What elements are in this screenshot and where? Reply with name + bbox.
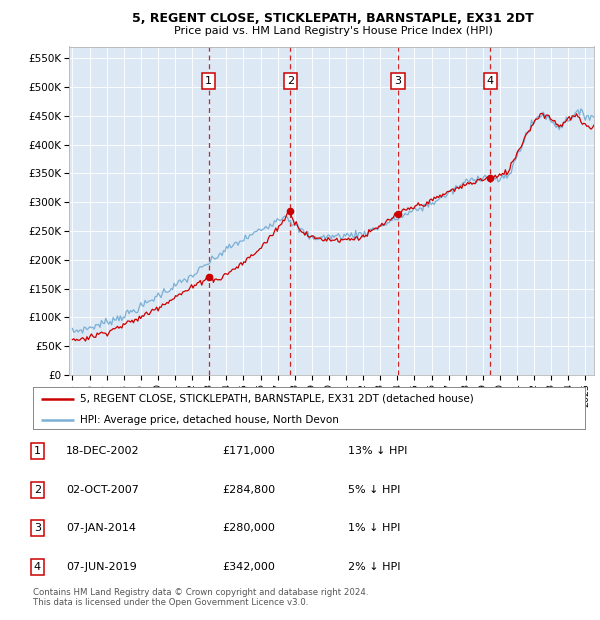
Text: 5% ↓ HPI: 5% ↓ HPI	[348, 485, 400, 495]
Text: £342,000: £342,000	[222, 562, 275, 572]
Text: 07-JUN-2019: 07-JUN-2019	[66, 562, 137, 572]
Text: 2% ↓ HPI: 2% ↓ HPI	[348, 562, 401, 572]
Text: 07-JAN-2014: 07-JAN-2014	[66, 523, 136, 533]
Text: 13% ↓ HPI: 13% ↓ HPI	[348, 446, 407, 456]
Text: £280,000: £280,000	[222, 523, 275, 533]
Text: £284,800: £284,800	[222, 485, 275, 495]
Text: 5, REGENT CLOSE, STICKLEPATH, BARNSTAPLE, EX31 2DT (detached house): 5, REGENT CLOSE, STICKLEPATH, BARNSTAPLE…	[80, 394, 473, 404]
Text: 1% ↓ HPI: 1% ↓ HPI	[348, 523, 400, 533]
Text: 4: 4	[34, 562, 41, 572]
Text: 02-OCT-2007: 02-OCT-2007	[66, 485, 139, 495]
Text: 18-DEC-2002: 18-DEC-2002	[66, 446, 140, 456]
Text: 1: 1	[205, 76, 212, 86]
Text: Price paid vs. HM Land Registry's House Price Index (HPI): Price paid vs. HM Land Registry's House …	[173, 26, 493, 36]
Text: 4: 4	[487, 76, 494, 86]
Text: 5, REGENT CLOSE, STICKLEPATH, BARNSTAPLE, EX31 2DT: 5, REGENT CLOSE, STICKLEPATH, BARNSTAPLE…	[132, 12, 534, 25]
Text: £171,000: £171,000	[222, 446, 275, 456]
Text: 3: 3	[34, 523, 41, 533]
Text: HPI: Average price, detached house, North Devon: HPI: Average price, detached house, Nort…	[80, 415, 339, 425]
Text: Contains HM Land Registry data © Crown copyright and database right 2024.
This d: Contains HM Land Registry data © Crown c…	[33, 588, 368, 607]
Text: 1: 1	[34, 446, 41, 456]
Text: 3: 3	[395, 76, 401, 86]
Text: 2: 2	[287, 76, 294, 86]
Text: 2: 2	[34, 485, 41, 495]
